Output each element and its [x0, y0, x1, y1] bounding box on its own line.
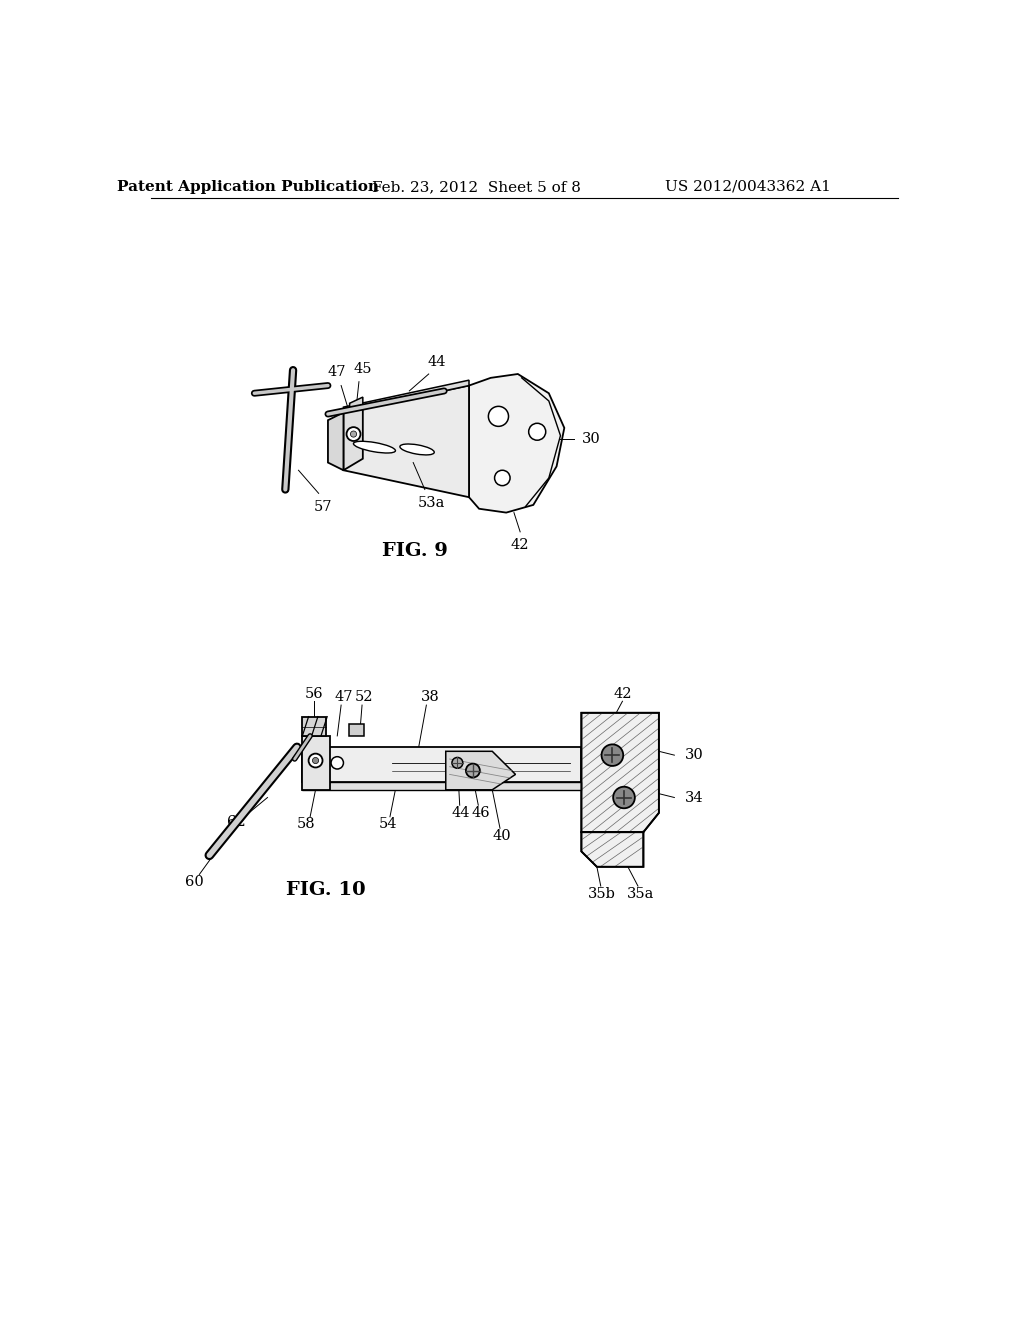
- Circle shape: [613, 787, 635, 808]
- Text: Feb. 23, 2012  Sheet 5 of 8: Feb. 23, 2012 Sheet 5 of 8: [373, 180, 582, 194]
- Text: 30: 30: [583, 433, 601, 446]
- Text: 35a: 35a: [628, 887, 654, 900]
- Text: 47: 47: [334, 690, 352, 705]
- Polygon shape: [343, 405, 362, 470]
- Text: 40: 40: [493, 829, 511, 843]
- Polygon shape: [302, 717, 326, 737]
- Circle shape: [331, 756, 343, 770]
- Circle shape: [495, 470, 510, 486]
- Circle shape: [528, 424, 546, 441]
- Text: 56: 56: [305, 688, 324, 701]
- Polygon shape: [302, 781, 582, 789]
- Text: 47: 47: [328, 366, 346, 379]
- Circle shape: [346, 428, 360, 441]
- Circle shape: [312, 758, 318, 763]
- Polygon shape: [343, 380, 469, 412]
- Text: 42: 42: [511, 539, 529, 552]
- Text: 60: 60: [184, 875, 203, 890]
- Text: 46: 46: [471, 807, 489, 820]
- Polygon shape: [343, 385, 469, 498]
- Text: 44: 44: [452, 807, 470, 820]
- Text: FIG. 10: FIG. 10: [286, 880, 366, 899]
- Circle shape: [466, 763, 480, 777]
- Polygon shape: [349, 397, 362, 411]
- Circle shape: [601, 744, 624, 766]
- Text: 42: 42: [613, 688, 632, 701]
- Text: 35b: 35b: [589, 887, 616, 900]
- Ellipse shape: [353, 441, 395, 453]
- Text: 38: 38: [421, 690, 439, 705]
- Circle shape: [350, 432, 356, 437]
- Text: US 2012/0043362 A1: US 2012/0043362 A1: [665, 180, 830, 194]
- Polygon shape: [328, 412, 343, 470]
- Circle shape: [488, 407, 509, 426]
- Text: 45: 45: [353, 362, 372, 376]
- Text: 57: 57: [313, 500, 332, 515]
- Text: FIG. 9: FIG. 9: [382, 543, 447, 560]
- Ellipse shape: [400, 444, 434, 455]
- Text: 58: 58: [297, 817, 315, 830]
- Polygon shape: [302, 737, 330, 789]
- Polygon shape: [445, 751, 515, 789]
- Polygon shape: [582, 832, 643, 867]
- Polygon shape: [349, 725, 365, 737]
- Text: 53a: 53a: [418, 496, 444, 510]
- Text: 44: 44: [427, 355, 445, 370]
- Text: 62: 62: [227, 816, 246, 829]
- Text: 54: 54: [379, 817, 397, 830]
- Text: Patent Application Publication: Patent Application Publication: [117, 180, 379, 194]
- Polygon shape: [302, 747, 582, 781]
- Circle shape: [452, 758, 463, 768]
- Polygon shape: [582, 713, 658, 832]
- Polygon shape: [469, 374, 564, 512]
- Text: 52: 52: [355, 690, 374, 705]
- Circle shape: [308, 754, 323, 767]
- Text: 30: 30: [684, 748, 703, 762]
- Text: 34: 34: [684, 791, 703, 804]
